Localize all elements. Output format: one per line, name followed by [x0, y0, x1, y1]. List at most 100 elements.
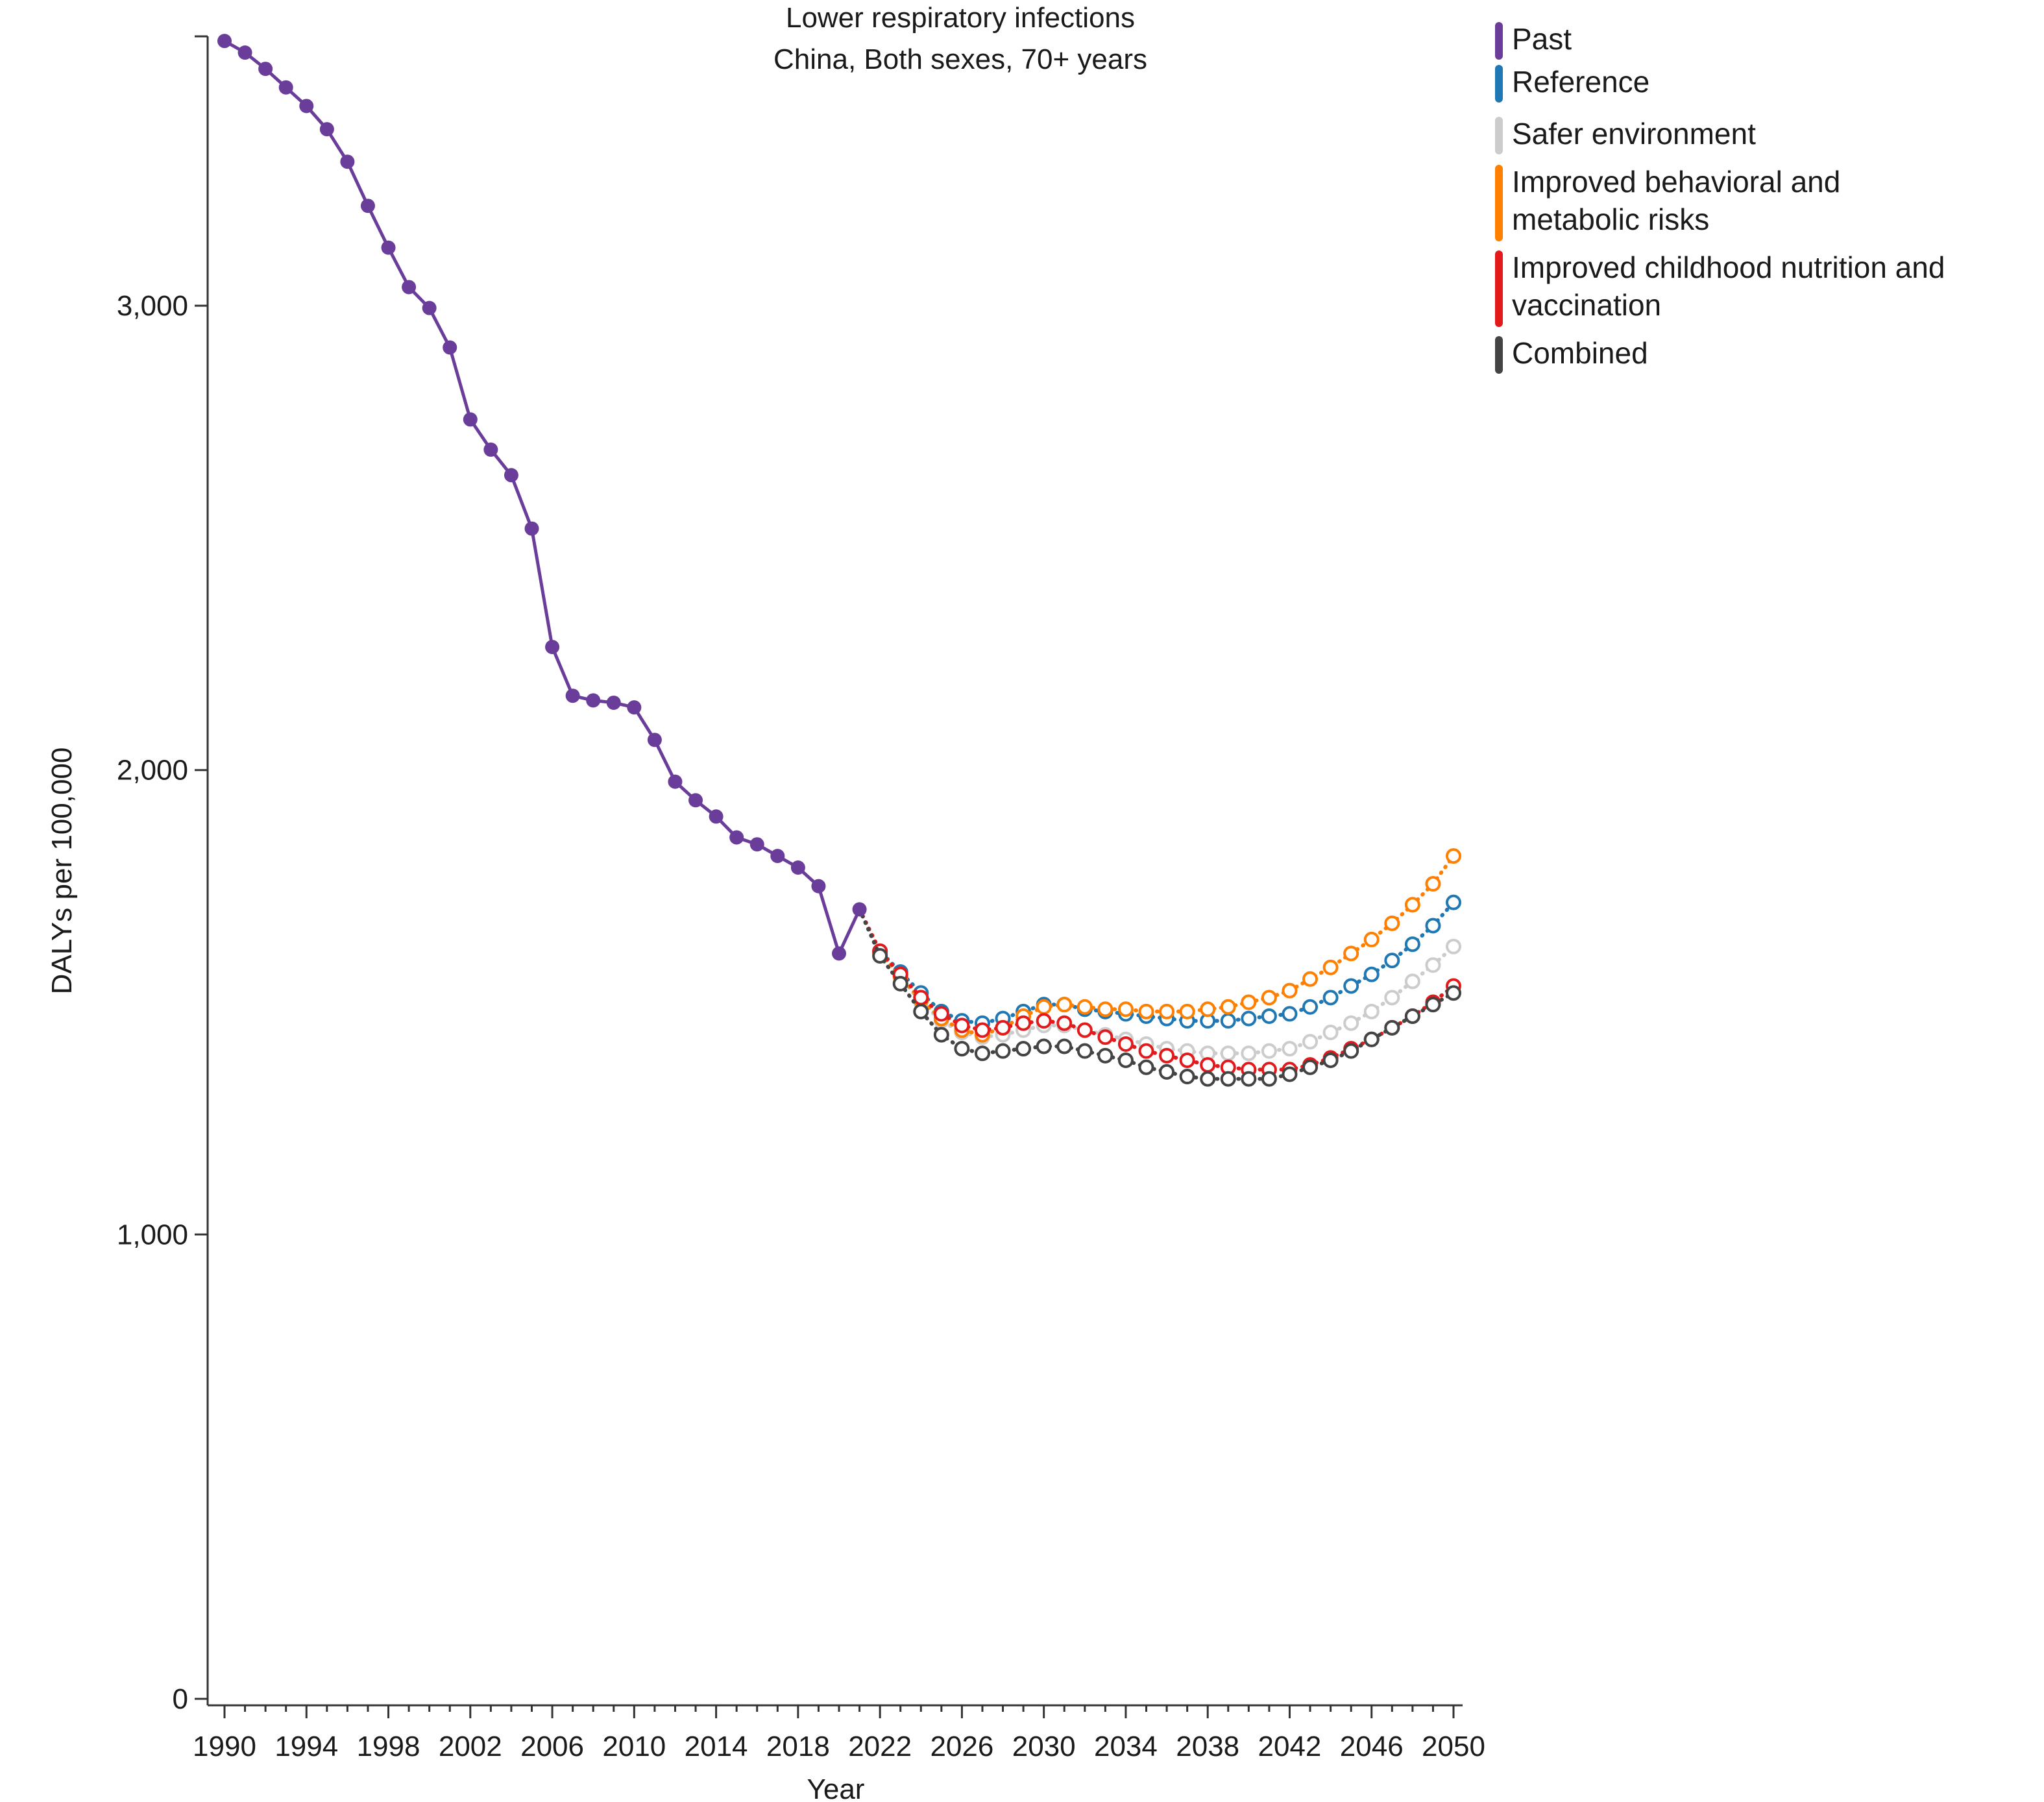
data-point: [1179, 1003, 1195, 1019]
legend-swatch: [1495, 336, 1503, 374]
x-tick-label: 2026: [930, 1731, 993, 1762]
x-tick-label: 2046: [1340, 1731, 1404, 1762]
data-point: [872, 947, 888, 964]
data-point: [892, 975, 908, 992]
legend: Past Reference Safer environment Improved b…: [1495, 22, 1945, 374]
data-point: [1343, 1043, 1359, 1059]
data-point: [1220, 1071, 1236, 1087]
data-point: [1241, 1045, 1257, 1062]
x-tick-label: 2038: [1176, 1731, 1239, 1762]
data-point: [1117, 1001, 1134, 1017]
legend-label: Past: [1512, 22, 1572, 56]
data-point: [1261, 1043, 1277, 1059]
data-point: [1016, 1015, 1032, 1031]
data-point: [995, 1043, 1011, 1059]
data-point: [1036, 1013, 1052, 1029]
data-point: [913, 1003, 929, 1019]
data-point: [1261, 1071, 1277, 1087]
y-tick-label: 3,000: [117, 290, 188, 322]
data-point: [1384, 953, 1400, 969]
data-point: [1117, 1052, 1134, 1068]
data-point: [1159, 1047, 1175, 1064]
legend-swatch: [1495, 65, 1503, 103]
legend-swatch: [1495, 250, 1503, 327]
data-point: [402, 280, 417, 295]
data-point: [1446, 938, 1461, 955]
x-tick-label: 2034: [1094, 1731, 1158, 1762]
data-point: [1302, 971, 1319, 987]
data-point: [1056, 1015, 1073, 1031]
data-point: [1343, 978, 1359, 994]
legend-item: Improved childhood nutrition and vaccinat…: [1495, 250, 1945, 327]
data-point: [1322, 1052, 1339, 1068]
legend-label: Reference: [1512, 65, 1649, 99]
data-point: [1077, 1043, 1093, 1059]
data-point: [340, 154, 355, 169]
data-point: [1322, 959, 1339, 975]
data-point: [1343, 1015, 1359, 1031]
data-point: [1261, 990, 1277, 1006]
data-point: [422, 300, 437, 315]
data-point: [913, 990, 929, 1006]
data-point: [729, 830, 744, 845]
data-point: [811, 879, 826, 894]
data-point: [1363, 1031, 1380, 1047]
data-point: [933, 1027, 949, 1043]
data-point: [1220, 1013, 1236, 1029]
legend-swatch: [1495, 117, 1503, 154]
data-point: [647, 733, 662, 748]
data-point: [586, 693, 601, 708]
data-point: [1446, 848, 1461, 864]
data-point: [524, 521, 539, 536]
data-point: [606, 695, 621, 710]
data-point: [1117, 1036, 1134, 1052]
data-point: [1179, 1069, 1195, 1085]
data-point: [278, 80, 293, 95]
legend-item: Combined: [1495, 336, 1648, 374]
data-point: [1282, 1006, 1298, 1022]
data-point: [1097, 1001, 1113, 1017]
data-point: [1404, 897, 1420, 913]
data-point: [1384, 990, 1400, 1006]
data-point: [668, 774, 683, 789]
data-point: [360, 199, 375, 213]
chart-title: Lower respiratory infections: [786, 2, 1135, 34]
data-point: [1138, 1059, 1154, 1075]
x-tick-label: 1994: [274, 1731, 338, 1762]
data-point: [709, 809, 724, 824]
data-point: [1282, 982, 1298, 999]
legend-item: Past: [1495, 22, 1572, 60]
data-point: [1200, 1057, 1216, 1073]
data-point: [1138, 1043, 1154, 1059]
legend-swatch: [1495, 165, 1503, 241]
x-tick-label: 1990: [193, 1731, 256, 1762]
x-tick-label: 2010: [602, 1731, 666, 1762]
data-point: [1425, 918, 1441, 934]
data-point: [1200, 1001, 1216, 1017]
data-point: [483, 442, 498, 457]
data-point: [852, 902, 867, 917]
legend-label: Improved childhood nutrition and vaccinat…: [1512, 250, 1945, 322]
data-point: [299, 99, 314, 114]
data-point: [933, 1006, 949, 1022]
x-axis-title: Year: [807, 1773, 865, 1802]
data-point: [1241, 1010, 1257, 1027]
data-point: [954, 1017, 970, 1034]
data-point: [790, 860, 805, 875]
data-point: [1363, 1003, 1380, 1019]
x-tick-label: 1998: [357, 1731, 420, 1762]
data-point: [1241, 1071, 1257, 1087]
data-point: [1159, 1003, 1175, 1019]
data-point: [1404, 973, 1420, 990]
data-point: [1241, 994, 1257, 1010]
data-point: [545, 640, 560, 655]
y-tick-label: 0: [173, 1683, 188, 1715]
y-tick-label: 1,000: [117, 1219, 188, 1250]
data-point: [1425, 876, 1441, 892]
y-axis: 0 1,000 2,000 3,000: [117, 35, 209, 1715]
data-point: [1322, 1025, 1339, 1041]
x-tick-label: 2002: [439, 1731, 502, 1762]
series-line: [857, 900, 1455, 1025]
series-line: [857, 907, 1455, 1056]
